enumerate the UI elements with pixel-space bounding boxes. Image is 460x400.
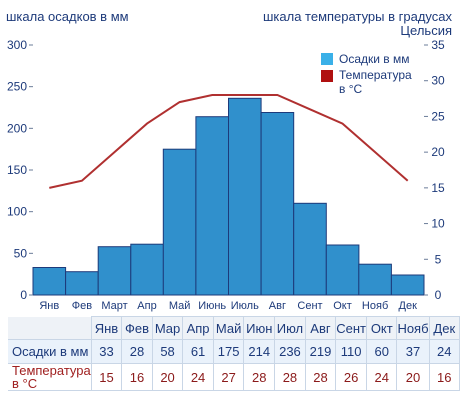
right-axis-tick-label: 10 xyxy=(431,217,445,231)
temp-cell: 24 xyxy=(182,363,214,391)
x-axis-tick-label: Нояб xyxy=(362,300,388,312)
left-axis-tick-label: 250 xyxy=(7,80,27,94)
precip-bar xyxy=(293,202,327,296)
precip-cell: 58 xyxy=(151,339,184,364)
table-month-header: Сент xyxy=(335,316,368,340)
table-month-header: Окт xyxy=(366,316,398,340)
table-temp-row: Температура в °C 15 16 20 24 27 28 28 28 26 24 20 1… xyxy=(8,363,460,391)
temp-cell: 27 xyxy=(212,363,245,391)
right-axis-tick-label: 25 xyxy=(431,109,445,123)
precip-bar xyxy=(130,243,164,296)
table-month-header: Фев xyxy=(121,316,153,340)
x-axis-tick-label: Фев xyxy=(72,300,92,312)
precip-cell: 175 xyxy=(212,339,245,364)
left-axis-tick-label: 150 xyxy=(7,163,27,177)
temp-row-label: Температура в °C xyxy=(8,363,92,391)
precip-bar xyxy=(195,116,229,296)
x-axis-tick-label: Июль xyxy=(231,300,259,312)
table-month-header: Май xyxy=(212,316,245,340)
left-axis-tick-label: 100 xyxy=(7,205,27,219)
precip-row-label: Осадки в мм xyxy=(8,339,92,364)
precip-bars xyxy=(32,97,425,296)
x-axis-tick-label: Авг xyxy=(269,300,286,312)
precip-cell: 61 xyxy=(182,339,214,364)
precip-cell: 37 xyxy=(396,339,430,364)
precip-cell: 33 xyxy=(90,339,123,364)
temp-cell: 16 xyxy=(121,363,153,391)
legend: Осадки в мм Температура в °C xyxy=(321,52,415,96)
right-axis-tick-label: 15 xyxy=(431,181,445,195)
x-axis-tick-label: Май xyxy=(169,300,191,312)
temperature-line xyxy=(49,94,409,189)
right-axis-tick-label: 30 xyxy=(431,74,445,88)
temp-cell: 28 xyxy=(243,363,276,391)
table-corner xyxy=(8,316,92,340)
legend-temp-swatch xyxy=(321,70,333,82)
x-axis-tick-label: Дек xyxy=(399,300,418,312)
x-axis-tick-label: Янв xyxy=(39,300,59,312)
precip-bar xyxy=(260,112,295,296)
temp-cell: 28 xyxy=(304,363,337,391)
table-month-header: Нояб xyxy=(396,316,430,340)
precip-cell: 110 xyxy=(335,339,368,364)
right-axis-tick-label: 0 xyxy=(435,288,442,302)
precip-cell: 236 xyxy=(274,339,306,364)
temp-cell: 20 xyxy=(151,363,184,391)
temp-cell: 20 xyxy=(396,363,430,391)
x-axis-tick-label: Сент xyxy=(297,300,322,312)
precip-bar xyxy=(390,274,425,296)
table-month-header: Июн xyxy=(243,316,276,340)
climate-table: Янв Фев Мар Апр Май Июн Июл Авг Сент Окт Нояб Дек О… xyxy=(8,316,460,391)
legend-precip-swatch xyxy=(321,53,333,65)
temp-cell: 16 xyxy=(428,363,460,391)
precip-bar xyxy=(162,148,197,296)
left-axis-tick-label: 300 xyxy=(7,38,27,52)
table-month-header: Авг xyxy=(304,316,337,340)
left-axis-title: шкала осадков в мм xyxy=(6,9,129,24)
precip-cell: 60 xyxy=(366,339,398,364)
x-axis-tick-label: Март xyxy=(101,300,127,312)
x-axis-tick-label: Июнь xyxy=(198,300,226,312)
x-axis-tick-label: Окт xyxy=(333,300,352,312)
table-month-header: Июл xyxy=(274,316,306,340)
table-precip-row: Осадки в мм 33 28 58 61 175 214 236 219 110 60 37 2… xyxy=(8,339,460,364)
temp-cell: 24 xyxy=(366,363,398,391)
right-axis-tick-label: 35 xyxy=(431,38,445,52)
legend-temp-label: Температура в °C xyxy=(339,68,415,96)
climate-chart: 0 50 100 150 200 250 300 0 5 10 15 20 25 30 35 Янв Фев… xyxy=(7,38,445,312)
legend-temp-line-1: Температура xyxy=(339,68,412,82)
left-axis: 0 50 100 150 200 250 300 xyxy=(7,38,33,302)
precip-bar xyxy=(358,263,392,296)
precip-cell: 24 xyxy=(428,339,460,364)
precip-cell: 28 xyxy=(121,339,153,364)
precip-bar xyxy=(97,246,132,296)
precip-bar xyxy=(325,244,360,296)
table-month-header: Дек xyxy=(428,316,460,340)
legend-precip-label: Осадки в мм xyxy=(339,52,410,66)
precip-bar xyxy=(65,271,99,296)
right-axis-tick-label: 20 xyxy=(431,145,445,159)
precip-cell: 214 xyxy=(243,339,276,364)
x-axis: Янв Фев Март Апр Май Июнь Июль Авг Сент Окт Нояб Де… xyxy=(39,300,417,312)
left-axis-tick-label: 200 xyxy=(7,121,27,135)
precip-cell: 219 xyxy=(304,339,337,364)
right-axis-tick-label: 5 xyxy=(435,252,442,266)
left-axis-tick-label: 0 xyxy=(20,288,27,302)
temp-cell: 26 xyxy=(335,363,368,391)
table-header-row: Янв Фев Мар Апр Май Июн Июл Авг Сент Окт Нояб Дек xyxy=(8,316,460,340)
right-axis: 0 5 10 15 20 25 30 35 xyxy=(424,38,445,302)
legend-temp-line-2: в °C xyxy=(339,82,363,96)
table-month-header: Янв xyxy=(90,316,123,340)
temp-cell: 15 xyxy=(90,363,123,391)
right-axis-title: шкала температуры в градусах Цельсия xyxy=(262,9,452,38)
temp-row-label-line-1: Температура xyxy=(12,363,91,378)
temp-row-label-line-2: в °C xyxy=(12,376,38,391)
left-axis-tick-label: 50 xyxy=(14,246,28,260)
precip-bar xyxy=(228,97,262,296)
temp-cell: 28 xyxy=(274,363,306,391)
x-axis-tick-label: Апр xyxy=(137,300,156,312)
table-month-header: Мар xyxy=(151,316,184,340)
table-month-header: Апр xyxy=(182,316,214,340)
precip-bar xyxy=(32,267,67,296)
